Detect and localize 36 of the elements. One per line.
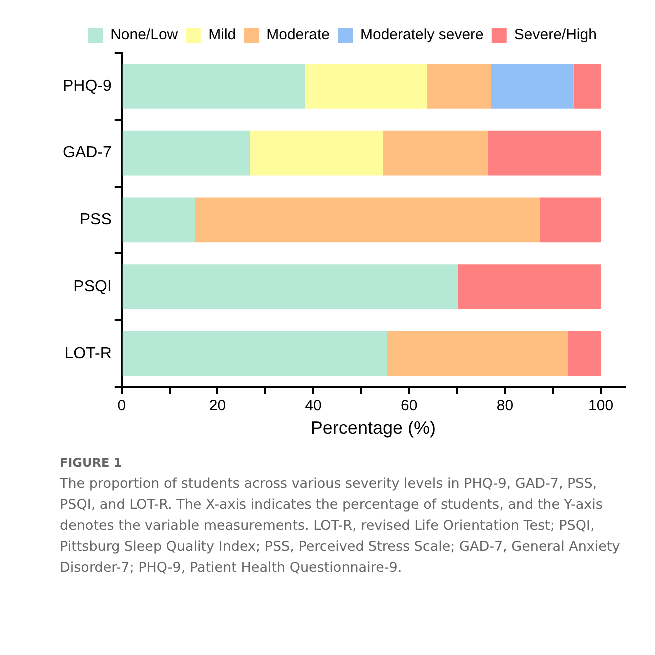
y-tick-label: PHQ-9 [62, 78, 112, 95]
bar [384, 130, 488, 176]
y-tick-label: PSS [80, 212, 112, 229]
x-tick-label: 20 [209, 398, 226, 415]
x-tick-label: 80 [496, 398, 514, 415]
bar [122, 332, 388, 376]
y-tick-label: GAD-7 [62, 144, 112, 162]
bar [305, 64, 428, 109]
legend-label: Mild [208, 26, 236, 44]
caption: FIGURE 1 [60, 456, 124, 470]
x-tick-label: 100 [588, 398, 614, 415]
bar [122, 198, 196, 243]
bar [427, 64, 492, 109]
x-tick-label: 40 [305, 398, 322, 415]
legend-label: None/Low [110, 26, 178, 44]
legend-label: Moderately severe [360, 26, 484, 44]
x-tick-label: 60 [401, 398, 418, 415]
x-axis-title: Percentage (%) [310, 418, 436, 438]
bar [540, 198, 602, 243]
bar [122, 130, 250, 176]
legend-label: Severe/High [514, 26, 597, 44]
bar [488, 130, 602, 176]
bar [122, 64, 306, 109]
bar [458, 264, 602, 310]
y-tick-label: PSQI [74, 278, 112, 296]
legend-label: Moderate [266, 26, 330, 44]
bar [387, 332, 568, 376]
text: The proportion of students across various severity levels in PHQ-9, GAD-7, PSS, PSQI, and LOT-R. The X-axis indicates the percentage of students, and the Y-axis denotes the variable measurements. LOT-R, revised Life Orientation Test; PSQI, Pittsburg Sleep Quality Index; PSS, Perceived Stress Scale; GAD-7, General Anxiety Disorder-7; PHQ-9, Patient Health Questionnaire-9. [60, 475, 622, 578]
bar [574, 64, 602, 109]
bar [568, 332, 602, 376]
bar [122, 264, 458, 310]
bar [250, 130, 384, 176]
x-tick-label: 0 [118, 398, 126, 415]
bar [195, 198, 540, 243]
y-tick-label: LOT-R [64, 345, 112, 362]
bar [491, 64, 574, 109]
